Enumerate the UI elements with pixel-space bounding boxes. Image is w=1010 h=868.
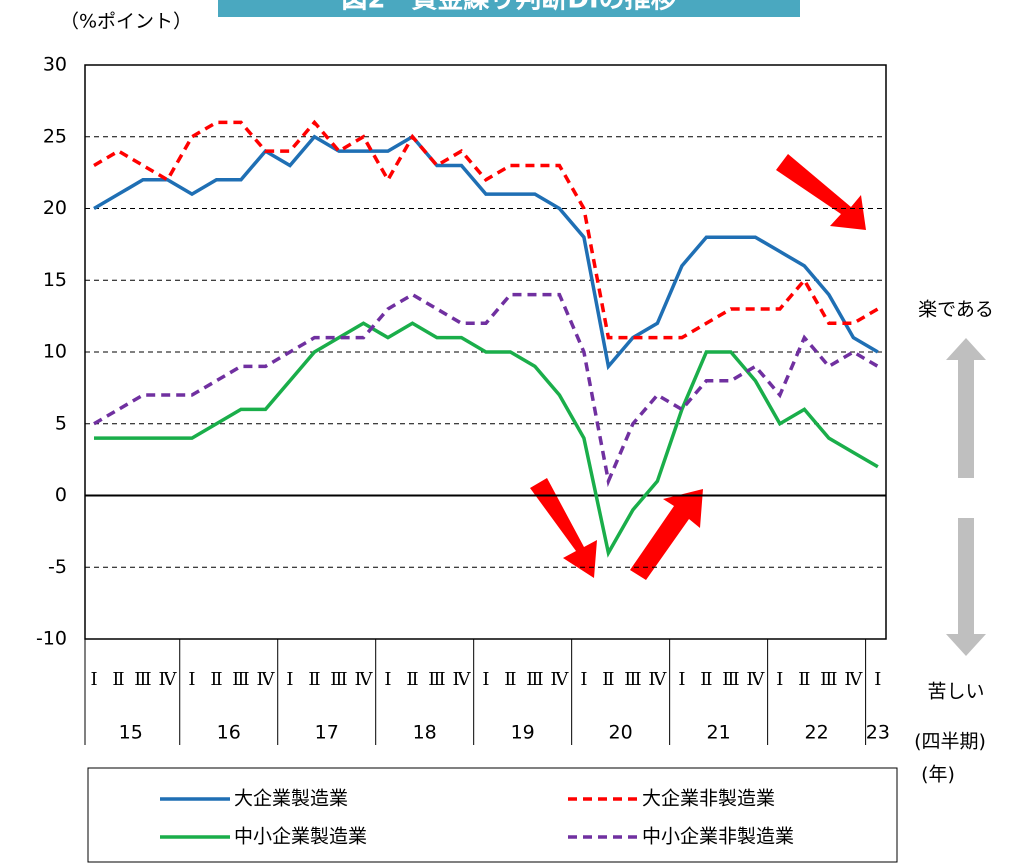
x-tick-label: Ⅲ bbox=[722, 669, 739, 690]
year-label: 19 bbox=[511, 722, 535, 744]
y-tick-label: 0 bbox=[55, 484, 67, 506]
x-tick-label: Ⅰ bbox=[384, 669, 391, 690]
x-tick-label: Ⅲ bbox=[134, 669, 151, 690]
y-axis-label: （%ポイント） bbox=[60, 11, 192, 33]
y-tick-label: 10 bbox=[43, 341, 67, 363]
year-label: 17 bbox=[315, 722, 339, 744]
x-tick-label: Ⅰ bbox=[482, 669, 489, 690]
x-tick-label: Ⅰ bbox=[580, 669, 587, 690]
x-tick-label: Ⅳ bbox=[158, 669, 177, 690]
x-tick-label: Ⅰ bbox=[90, 669, 97, 690]
arrow-up bbox=[946, 338, 986, 478]
legend-label: 中小企業非製造業 bbox=[642, 826, 794, 848]
arrow-red bbox=[530, 478, 597, 578]
y-tick-label: 30 bbox=[43, 54, 67, 76]
x-tick-label: Ⅱ bbox=[112, 669, 124, 690]
x-tick-label: Ⅲ bbox=[820, 669, 837, 690]
y-tick-label: 5 bbox=[55, 412, 67, 434]
series-line bbox=[94, 321, 879, 558]
x-tick-label: Ⅱ bbox=[798, 669, 810, 690]
year-label: 15 bbox=[119, 722, 143, 744]
arrow-down bbox=[946, 518, 986, 656]
legend-label: 中小企業製造業 bbox=[234, 826, 367, 848]
series-line bbox=[93, 119, 879, 340]
x-tick-label: Ⅲ bbox=[428, 669, 445, 690]
x-tick-label: Ⅱ bbox=[308, 669, 320, 690]
y-tick-label: 25 bbox=[43, 125, 67, 147]
x-tick-label: Ⅰ bbox=[286, 669, 293, 690]
arrow-red bbox=[630, 489, 703, 580]
year-label: 21 bbox=[707, 722, 731, 744]
x-tick-label: Ⅰ bbox=[874, 669, 881, 690]
x-tick-label: Ⅰ bbox=[678, 669, 685, 690]
series-line bbox=[93, 292, 879, 488]
x-tick-label: Ⅳ bbox=[746, 669, 765, 690]
legend-label: 大企業製造業 bbox=[234, 788, 348, 810]
x-tick-label: Ⅰ bbox=[776, 669, 783, 690]
x-tick-label: Ⅳ bbox=[550, 669, 569, 690]
x-tick-label: Ⅳ bbox=[452, 669, 471, 690]
x-tick-label: Ⅲ bbox=[232, 669, 249, 690]
year-label: 18 bbox=[413, 722, 437, 744]
year-label: 20 bbox=[609, 722, 633, 744]
x-tick-label: Ⅳ bbox=[844, 669, 863, 690]
year-axis-label: (年) bbox=[921, 764, 955, 786]
x-tick-label: Ⅳ bbox=[256, 669, 275, 690]
plot-border bbox=[84, 64, 887, 640]
x-tick-label: Ⅳ bbox=[648, 669, 667, 690]
y-tick-label: 15 bbox=[43, 269, 67, 291]
series-line bbox=[93, 134, 879, 371]
year-label: 23 bbox=[866, 722, 890, 744]
x-tick-label: Ⅱ bbox=[602, 669, 614, 690]
year-label: 22 bbox=[805, 722, 829, 744]
x-tick-label: Ⅱ bbox=[504, 669, 516, 690]
upper-note: 楽である bbox=[918, 299, 994, 321]
title-box bbox=[218, 0, 800, 17]
arrow-red bbox=[776, 154, 866, 230]
legend-label: 大企業非製造業 bbox=[642, 788, 775, 810]
y-tick-label: 20 bbox=[43, 197, 67, 219]
x-tick-label: Ⅱ bbox=[700, 669, 712, 690]
x-tick-label: Ⅲ bbox=[330, 669, 347, 690]
y-tick-label: -10 bbox=[36, 628, 67, 650]
x-tick-label: Ⅲ bbox=[624, 669, 641, 690]
year-label: 16 bbox=[217, 722, 241, 744]
x-tick-label: Ⅳ bbox=[354, 669, 373, 690]
x-tick-label: Ⅰ bbox=[188, 669, 195, 690]
quarter-axis-label: (四半期) bbox=[914, 731, 986, 753]
lower-note: 苦しい bbox=[927, 681, 984, 703]
x-tick-label: Ⅱ bbox=[210, 669, 222, 690]
chart-title: 図2 資金繰り判断DIの推移 bbox=[341, 0, 676, 15]
y-tick-label: -5 bbox=[48, 556, 67, 578]
legend-box bbox=[87, 767, 898, 863]
x-tick-label: Ⅱ bbox=[406, 669, 418, 690]
x-tick-label: Ⅲ bbox=[526, 669, 543, 690]
